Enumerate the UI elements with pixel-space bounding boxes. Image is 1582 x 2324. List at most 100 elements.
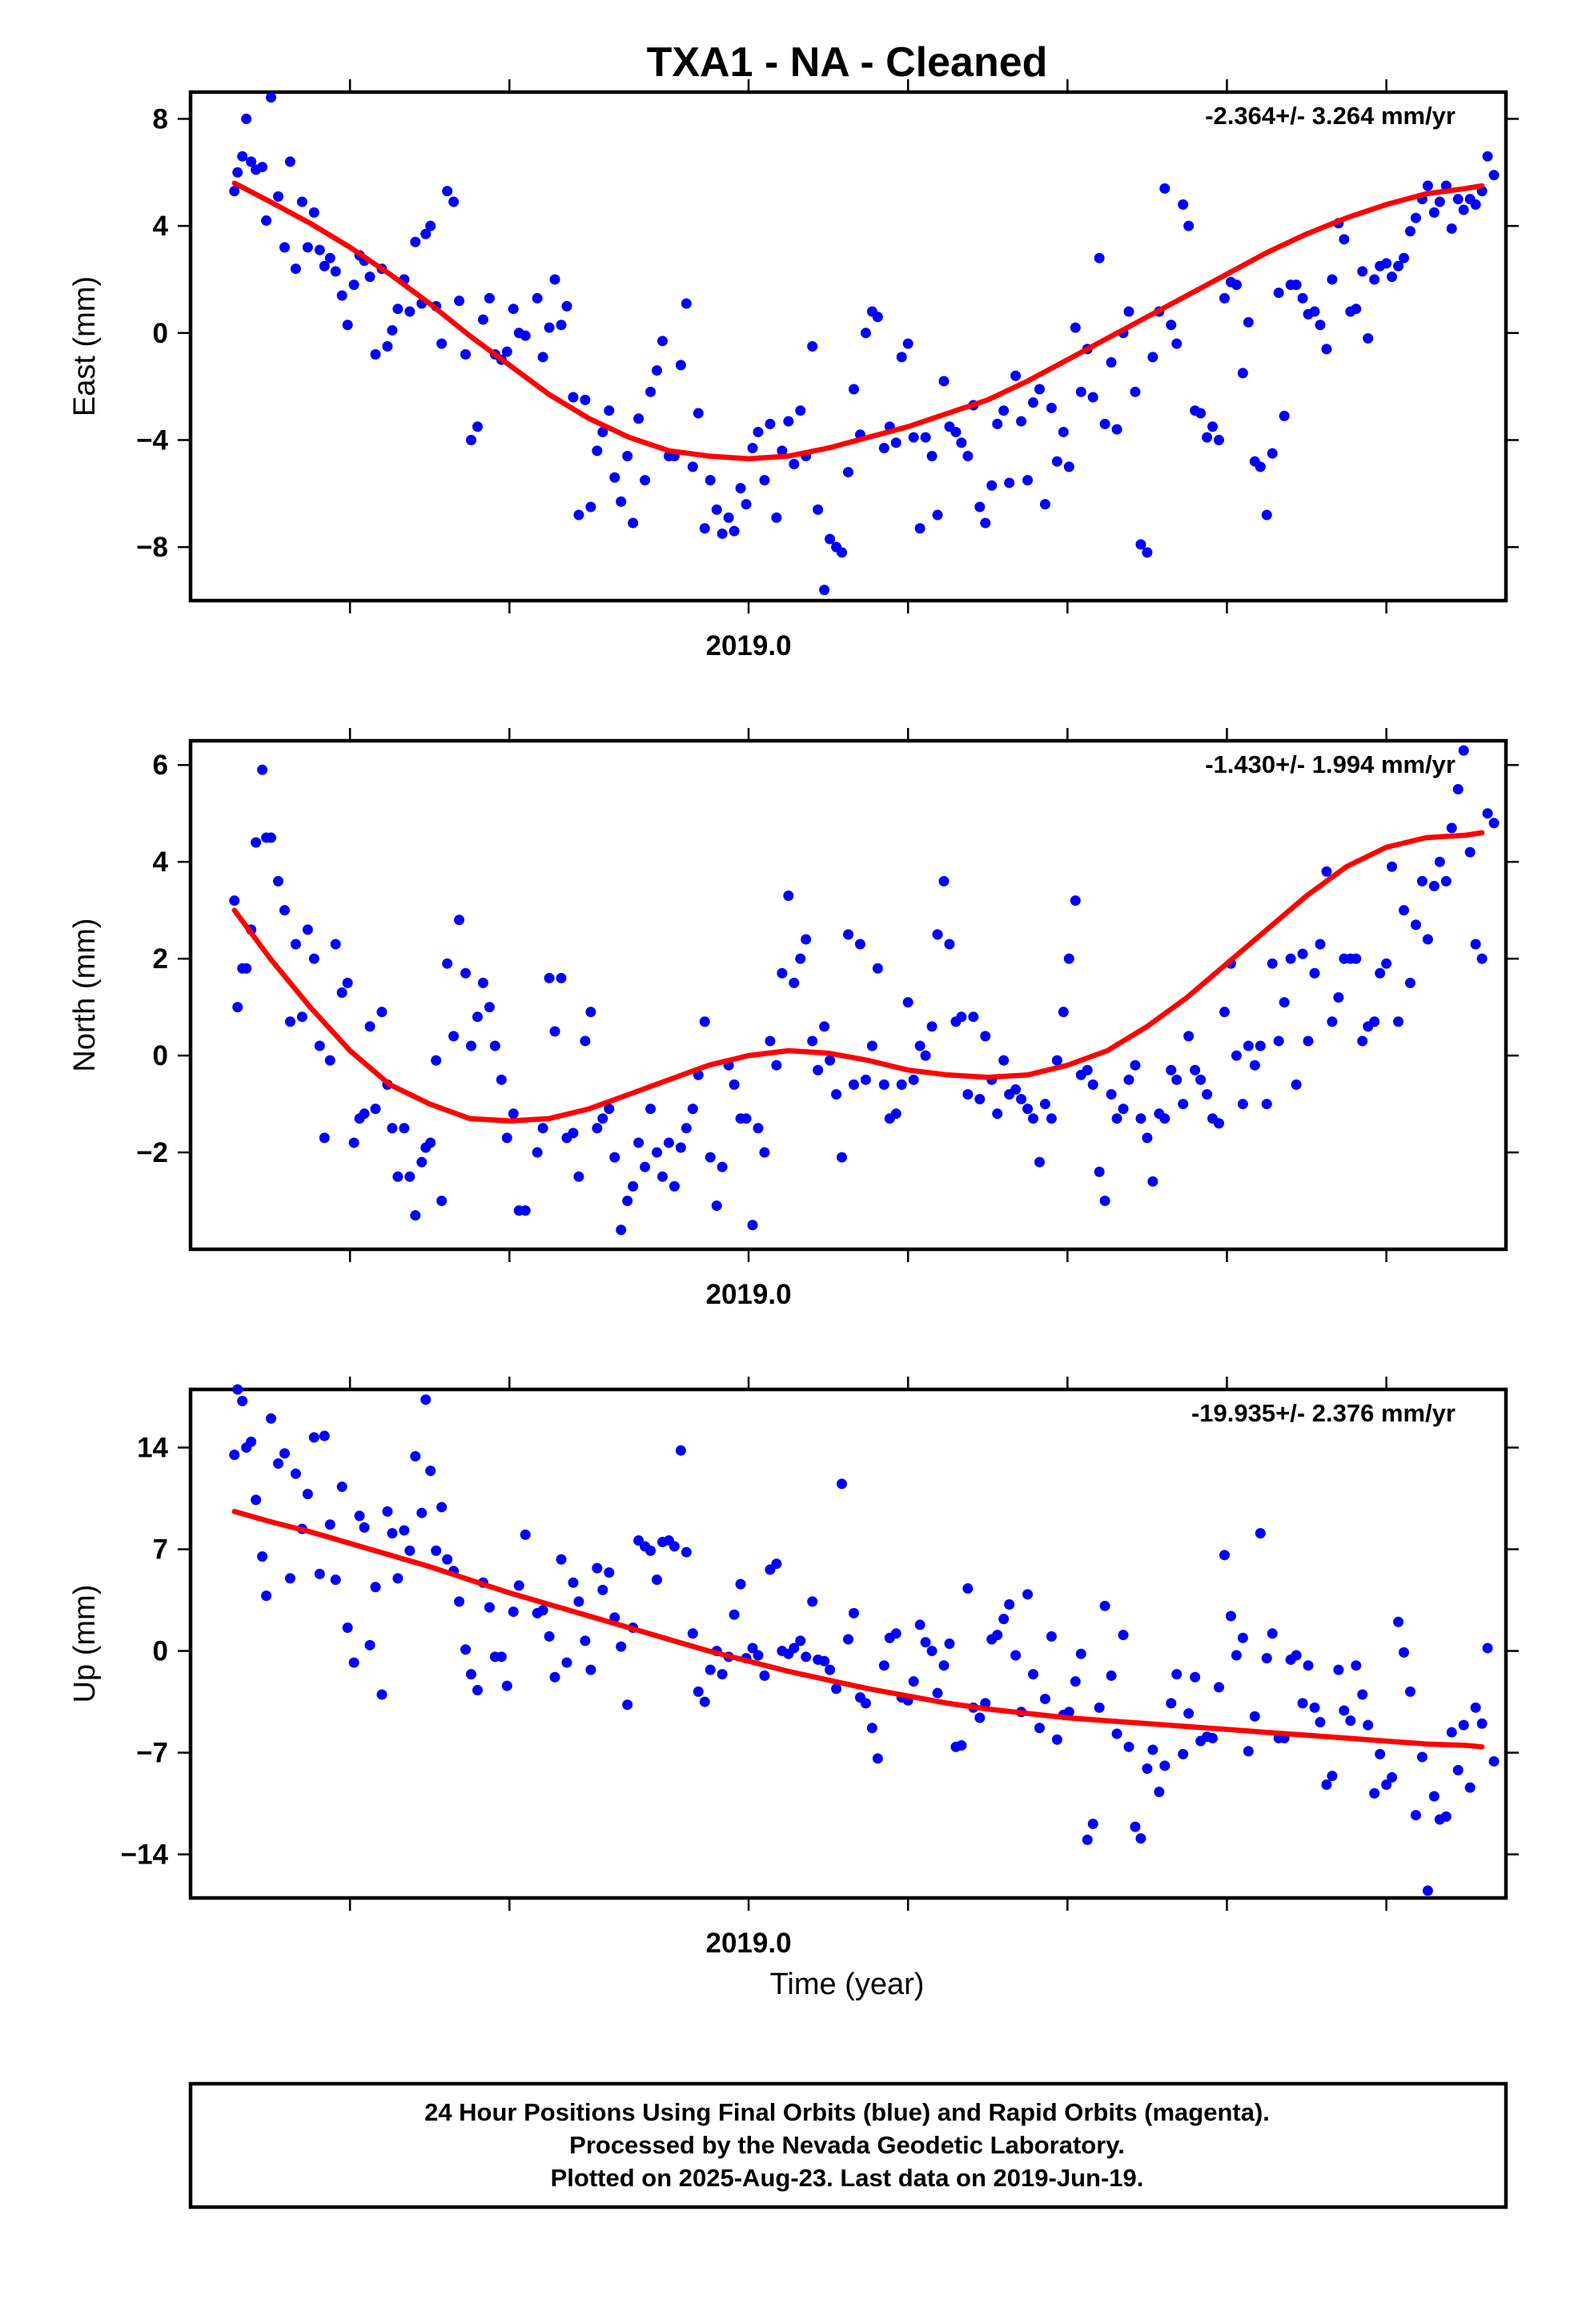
north-data-point (1291, 1079, 1302, 1090)
north-data-point (229, 895, 240, 907)
up-data-point (460, 1644, 472, 1655)
up-data-point (1171, 1669, 1182, 1680)
up-data-point (454, 1596, 465, 1607)
up-data-point (1123, 1741, 1134, 1752)
north-data-point (1016, 1094, 1027, 1105)
north-data-point (308, 953, 319, 964)
north-data-point (980, 1031, 991, 1042)
up-data-point (1004, 1599, 1015, 1610)
east-data-point (825, 533, 836, 545)
east-data-point (544, 322, 555, 333)
east-data-point (246, 156, 257, 167)
east-data-point (656, 336, 668, 347)
up-data-point (261, 1590, 272, 1602)
up-data-point (1130, 1821, 1141, 1832)
east-data-point (1351, 304, 1362, 315)
east-data-point (436, 338, 448, 349)
east-data-point (604, 405, 615, 416)
east-data-point (616, 496, 627, 507)
north-data-point (926, 1021, 938, 1032)
east-data-point (454, 296, 465, 307)
north-data-point (279, 905, 290, 916)
north-data-point (807, 1035, 818, 1047)
up-data-point (556, 1554, 567, 1565)
up-data-point (1237, 1632, 1248, 1643)
up-data-point (1154, 1787, 1165, 1798)
east-data-point (633, 413, 644, 424)
up-data-point (1135, 1833, 1146, 1844)
north-x-tick-label: 2019.0 (705, 1279, 791, 1310)
east-data-point (241, 113, 252, 124)
north-data-point (1219, 1007, 1230, 1018)
up-data-point (866, 1723, 877, 1734)
east-data-point (532, 292, 543, 304)
up-data-point (819, 1655, 830, 1667)
north-data-point (998, 1055, 1010, 1066)
up-data-point (1219, 1550, 1230, 1561)
east-data-point (807, 341, 818, 352)
up-data-point (1405, 1686, 1416, 1697)
up-data-point (420, 1394, 432, 1405)
east-data-point (229, 186, 240, 197)
east-rate-annotation: -2.364+/- 3.264 mm/yr (1205, 102, 1456, 130)
east-data-point (1034, 384, 1045, 395)
north-data-point (902, 997, 913, 1008)
up-data-point (920, 1637, 931, 1648)
north-data-point (956, 1011, 967, 1023)
up-data-point (1393, 1616, 1404, 1627)
east-data-point (568, 392, 579, 403)
up-data-point (508, 1606, 519, 1618)
up-data-point (520, 1529, 531, 1540)
north-data-point (520, 1205, 531, 1216)
east-y-tick-label: −4 (136, 424, 168, 456)
east-data-point (1183, 220, 1195, 231)
east-data-point (1178, 199, 1189, 210)
east-data-point (1279, 410, 1290, 421)
east-data-point (404, 306, 416, 317)
up-data-point (1428, 1791, 1439, 1802)
east-data-point (640, 475, 651, 486)
up-data-point (705, 1664, 716, 1675)
east-data-point (1291, 279, 1302, 291)
east-data-point (1237, 368, 1248, 379)
north-data-point (669, 1180, 680, 1192)
up-data-point (549, 1671, 560, 1683)
east-data-point (342, 320, 353, 331)
north-data-point (1297, 948, 1308, 959)
north-data-point (232, 1002, 243, 1013)
north-data-point (795, 953, 806, 964)
east-data-point (501, 346, 512, 357)
up-data-point (376, 1689, 387, 1700)
north-data-point (872, 963, 883, 974)
north-data-point (1351, 953, 1362, 964)
east-data-point (1488, 170, 1500, 181)
north-data-point (1058, 1007, 1069, 1018)
north-data-point (1082, 1064, 1093, 1076)
up-data-point (1309, 1702, 1320, 1713)
up-data-point (1315, 1716, 1326, 1727)
north-data-point (932, 929, 943, 940)
north-data-point (675, 1142, 686, 1153)
up-data-point (1255, 1528, 1266, 1539)
north-panel: −2 0 2 4 6 2019.0 North (mm) -1.430+/- 1.994 mm… (68, 728, 1519, 1310)
up-data-point (1039, 1693, 1050, 1704)
east-data-point (765, 418, 776, 429)
up-data-point (1231, 1650, 1242, 1661)
east-data-point (1309, 306, 1320, 317)
north-data-point (1087, 1079, 1098, 1090)
east-data-point (1147, 352, 1158, 363)
east-data-point (711, 504, 722, 515)
north-data-point (1327, 1016, 1338, 1027)
north-data-point (962, 1088, 974, 1100)
east-data-point (1016, 416, 1027, 427)
east-data-point (1051, 456, 1062, 467)
up-plot-frame (188, 1387, 1508, 1900)
east-data-point (986, 480, 998, 491)
up-data-point (392, 1573, 404, 1584)
up-data-point (342, 1622, 353, 1634)
east-data-point (609, 472, 620, 483)
east-data-point (1106, 357, 1117, 368)
north-data-point (1237, 1099, 1248, 1110)
north-data-point (920, 1050, 931, 1061)
north-data-point (777, 967, 788, 979)
